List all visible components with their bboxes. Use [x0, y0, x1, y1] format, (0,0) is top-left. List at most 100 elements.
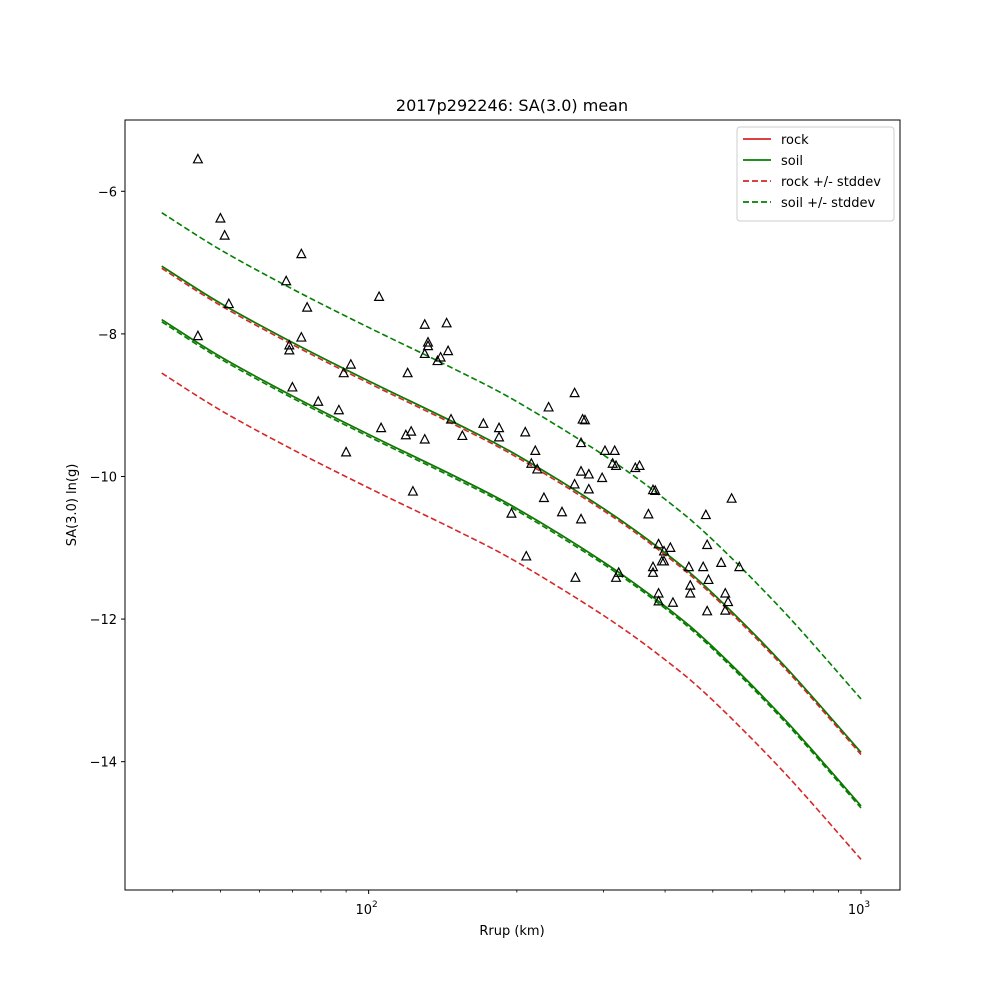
series-line-soil-1	[161, 265, 862, 753]
data-point-0	[192, 153, 204, 164]
data-point-29	[435, 351, 446, 362]
legend-box	[736, 126, 895, 222]
data-point-25	[419, 347, 431, 359]
data-point-63	[629, 461, 641, 473]
data-point-65	[643, 508, 654, 519]
data-point-50	[575, 465, 587, 476]
data-point-72	[653, 595, 664, 606]
data-point-62	[613, 566, 625, 577]
series-line-soil-stddev-7	[161, 321, 862, 809]
y-tick-label-4: −14	[90, 756, 117, 771]
data-point-31	[442, 344, 454, 356]
data-point-57	[599, 444, 611, 456]
data-point-49	[575, 436, 587, 448]
data-point-23	[419, 433, 431, 444]
data-point-88	[719, 604, 731, 615]
data-point-12	[312, 395, 324, 406]
data-point-9	[295, 247, 307, 259]
legend-label-rock: rock	[781, 133, 809, 148]
data-point-8	[286, 381, 298, 392]
legend-label-soil: soil	[781, 154, 803, 169]
data-point-16	[345, 358, 357, 369]
legend-label-rock-stddev: rock +/- stddev	[781, 175, 881, 190]
data-point-6	[283, 339, 295, 350]
data-point-89	[722, 595, 734, 607]
data-point-18	[375, 421, 387, 433]
data-point-81	[697, 560, 709, 572]
data-point-10	[295, 331, 307, 342]
data-point-78	[683, 560, 695, 572]
data-point-51	[575, 513, 587, 524]
data-point-27	[422, 339, 434, 351]
data-point-75	[658, 555, 670, 566]
data-point-22	[407, 485, 419, 496]
data-point-28	[432, 354, 443, 366]
data-point-1	[215, 212, 226, 223]
data-point-60	[610, 459, 622, 470]
data-point-85	[701, 605, 713, 616]
data-point-86	[715, 556, 727, 567]
chart-title: 2017p292246: SA(3.0) mean	[396, 96, 628, 115]
data-point-20	[402, 367, 414, 378]
data-point-36	[493, 431, 505, 442]
data-point-37	[506, 507, 517, 518]
data-point-70	[653, 538, 664, 549]
y-tick-label-3: −12	[90, 613, 117, 628]
y-tick-label-1: −8	[98, 328, 117, 343]
data-point-90	[726, 492, 738, 503]
series-line-rock-stddev-6	[161, 372, 862, 860]
data-point-13	[333, 404, 345, 415]
data-point-64	[634, 459, 645, 470]
data-point-54	[583, 468, 595, 479]
data-point-2	[219, 229, 231, 240]
data-point-77	[667, 596, 679, 607]
data-point-83	[701, 538, 713, 550]
data-point-41	[529, 444, 541, 456]
data-point-67	[647, 566, 659, 577]
data-point-61	[610, 571, 622, 582]
data-point-46	[569, 386, 580, 398]
data-point-4	[192, 329, 204, 341]
data-point-53	[579, 414, 591, 425]
data-point-42	[531, 463, 543, 474]
data-point-91	[733, 560, 745, 572]
data-point-47	[569, 478, 580, 489]
data-point-32	[445, 413, 457, 424]
data-point-59	[609, 444, 621, 456]
data-point-24	[419, 318, 431, 329]
series-line-soil-3	[161, 318, 862, 807]
legend: rock soil rock +/- stddev soil +/- stddev	[736, 126, 895, 222]
data-point-34	[477, 417, 489, 428]
model-curves	[161, 212, 862, 860]
x-axis-label: Rrup (km)	[479, 924, 544, 939]
data-point-84	[703, 573, 714, 585]
data-point-69	[649, 484, 661, 495]
data-point-48	[570, 571, 581, 582]
data-point-38	[519, 426, 531, 437]
data-point-45	[556, 506, 568, 517]
data-point-15	[340, 446, 352, 457]
x-tick-exponent-0: 2	[372, 900, 378, 910]
data-point-14	[338, 367, 350, 378]
series-line-rock-stddev-4	[161, 267, 862, 756]
data-point-44	[543, 401, 554, 412]
data-point-5	[280, 275, 292, 286]
data-point-56	[596, 471, 608, 483]
data-point-68	[647, 560, 659, 572]
data-point-80	[684, 587, 696, 598]
plot-frame	[124, 119, 901, 891]
legend-label-soil-stddev: soil +/- stddev	[781, 196, 876, 211]
y-tick-label-2: −10	[90, 470, 117, 485]
x-tick-exponent-1: 3	[864, 900, 870, 910]
data-point-76	[664, 541, 676, 552]
data-point-30	[441, 317, 453, 328]
y-axis-label: SA(3.0) ln(g)	[65, 464, 80, 547]
data-point-7	[283, 344, 295, 355]
data-point-39	[520, 550, 532, 561]
observation-points	[192, 153, 745, 616]
data-point-17	[373, 290, 385, 302]
data-point-26	[422, 336, 434, 347]
